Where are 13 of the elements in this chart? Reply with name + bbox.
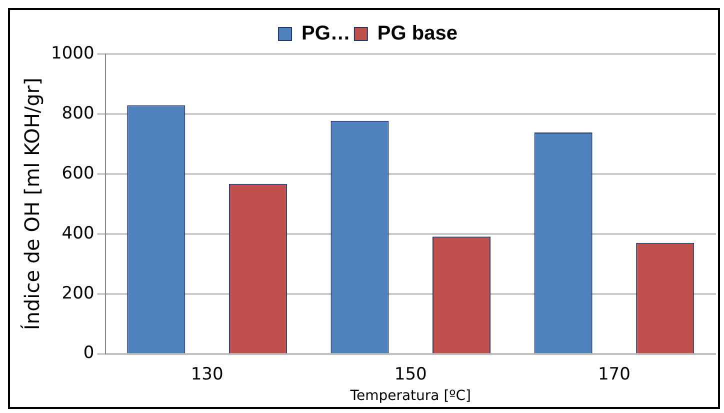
x-tick-label: 130: [190, 364, 224, 384]
y-tick-label: 800: [62, 103, 94, 124]
y-tick-label: 0: [83, 343, 94, 364]
x-axis-title: Temperatura [ºC]: [349, 388, 471, 404]
y-tick-label: 400: [62, 223, 94, 244]
y-tick-label: 600: [62, 163, 94, 184]
x-tick-label: 170: [598, 364, 630, 384]
y-axis-title: Índice de OH [ml KOH/gr]: [20, 78, 44, 330]
legend-label: PG…: [302, 22, 350, 45]
y-tick-label: 200: [62, 283, 94, 304]
x-tick-label: 150: [394, 364, 427, 384]
legend-label: PG base: [377, 22, 458, 45]
y-tick-label: 1000: [51, 43, 94, 64]
